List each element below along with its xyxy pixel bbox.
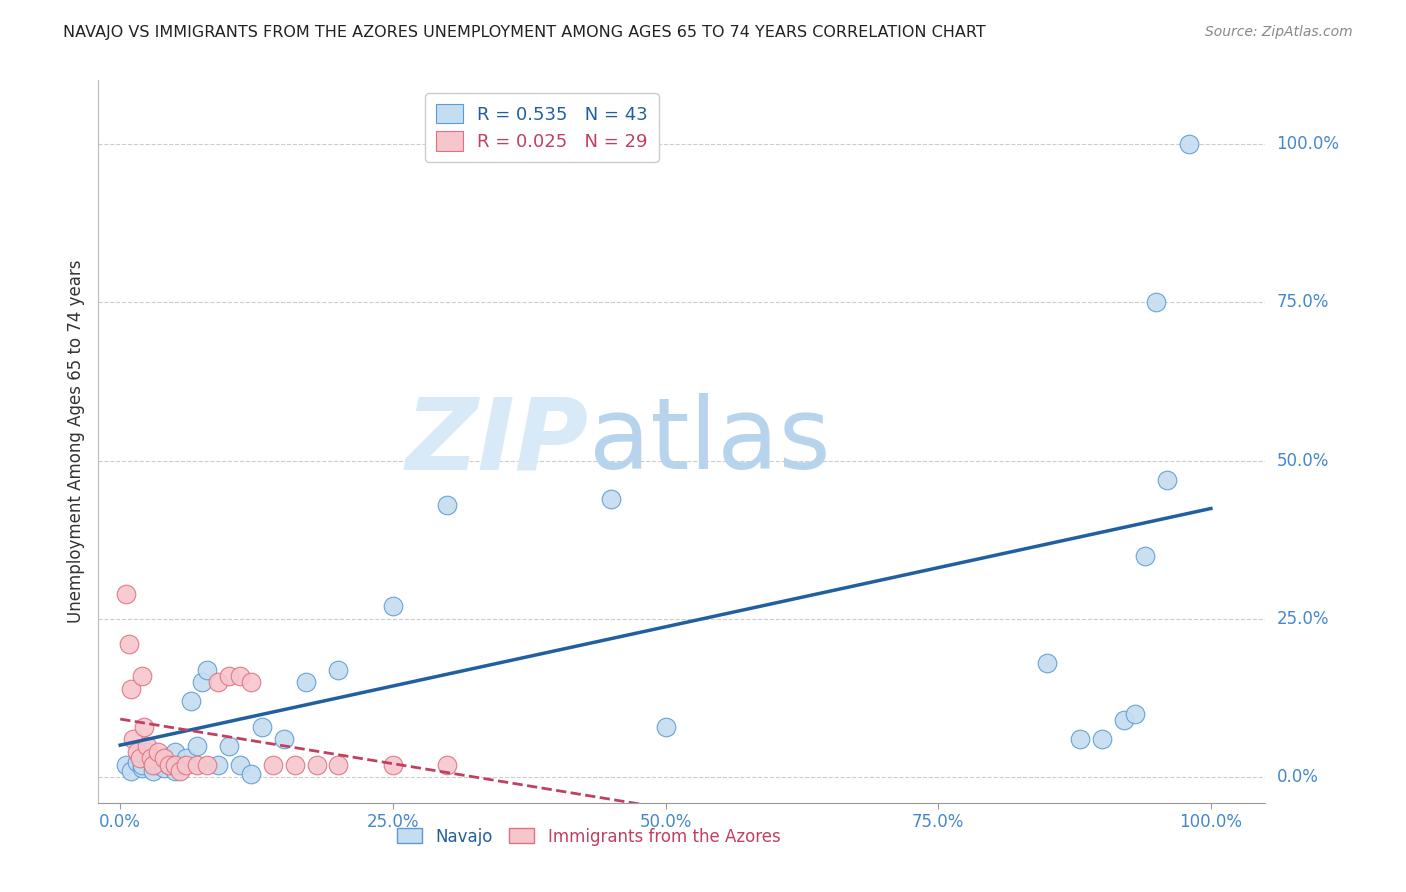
Text: NAVAJO VS IMMIGRANTS FROM THE AZORES UNEMPLOYMENT AMONG AGES 65 TO 74 YEARS CORR: NAVAJO VS IMMIGRANTS FROM THE AZORES UNE… — [63, 25, 986, 40]
Point — [218, 669, 240, 683]
Point — [139, 751, 162, 765]
Point — [1178, 136, 1201, 151]
Point — [1135, 549, 1157, 563]
Point — [125, 755, 148, 769]
Point — [197, 757, 219, 772]
Point — [1123, 707, 1146, 722]
Point — [600, 491, 623, 506]
Point — [1112, 714, 1135, 728]
Point — [207, 675, 229, 690]
Point — [284, 757, 307, 772]
Point — [218, 739, 240, 753]
Point — [136, 751, 159, 765]
Point — [328, 757, 350, 772]
Point — [174, 751, 197, 765]
Text: 25.0%: 25.0% — [1277, 610, 1329, 628]
Text: atlas: atlas — [589, 393, 830, 490]
Text: 75.0%: 75.0% — [1277, 293, 1329, 311]
Point — [186, 757, 208, 772]
Point — [197, 663, 219, 677]
Point — [163, 764, 186, 778]
Point — [153, 751, 176, 765]
Text: 50.0%: 50.0% — [1277, 451, 1329, 469]
Point — [157, 757, 180, 772]
Point — [174, 757, 197, 772]
Point — [169, 757, 191, 772]
Point — [436, 498, 458, 512]
Point — [273, 732, 295, 747]
Point — [169, 764, 191, 778]
Point — [654, 720, 676, 734]
Point — [186, 739, 208, 753]
Y-axis label: Unemployment Among Ages 65 to 74 years: Unemployment Among Ages 65 to 74 years — [66, 260, 84, 624]
Point — [1144, 295, 1167, 310]
Point — [294, 675, 316, 690]
Point — [180, 694, 202, 708]
Point — [148, 757, 170, 772]
Point — [153, 751, 176, 765]
Point — [381, 757, 404, 772]
Point — [114, 587, 136, 601]
Point — [240, 675, 263, 690]
Legend: Navajo, Immigrants from the Azores: Navajo, Immigrants from the Azores — [389, 821, 787, 852]
Point — [1091, 732, 1114, 747]
Point — [250, 720, 273, 734]
Point — [157, 757, 180, 772]
Point — [229, 757, 252, 772]
Point — [118, 637, 141, 651]
Point — [136, 745, 159, 759]
Point — [142, 764, 165, 778]
Text: 100.0%: 100.0% — [1277, 135, 1340, 153]
Point — [163, 745, 186, 759]
Point — [262, 757, 284, 772]
Point — [122, 732, 145, 747]
Point — [131, 757, 153, 772]
Point — [305, 757, 328, 772]
Point — [1069, 732, 1091, 747]
Point — [381, 599, 404, 614]
Point — [328, 663, 350, 677]
Point — [153, 761, 176, 775]
Point — [436, 757, 458, 772]
Point — [207, 757, 229, 772]
Point — [114, 757, 136, 772]
Point — [148, 745, 170, 759]
Point — [163, 757, 186, 772]
Point — [191, 675, 214, 690]
Point — [131, 761, 153, 775]
Text: Source: ZipAtlas.com: Source: ZipAtlas.com — [1205, 25, 1353, 39]
Point — [134, 720, 156, 734]
Point — [128, 751, 150, 765]
Point — [1156, 473, 1178, 487]
Point — [120, 681, 142, 696]
Point — [142, 757, 165, 772]
Text: ZIP: ZIP — [405, 393, 589, 490]
Point — [120, 764, 142, 778]
Point — [491, 136, 513, 151]
Text: 0.0%: 0.0% — [1277, 768, 1319, 787]
Point — [142, 757, 165, 772]
Point — [136, 739, 159, 753]
Point — [125, 745, 148, 759]
Point — [131, 669, 153, 683]
Point — [240, 767, 263, 781]
Point — [229, 669, 252, 683]
Point — [1036, 657, 1059, 671]
